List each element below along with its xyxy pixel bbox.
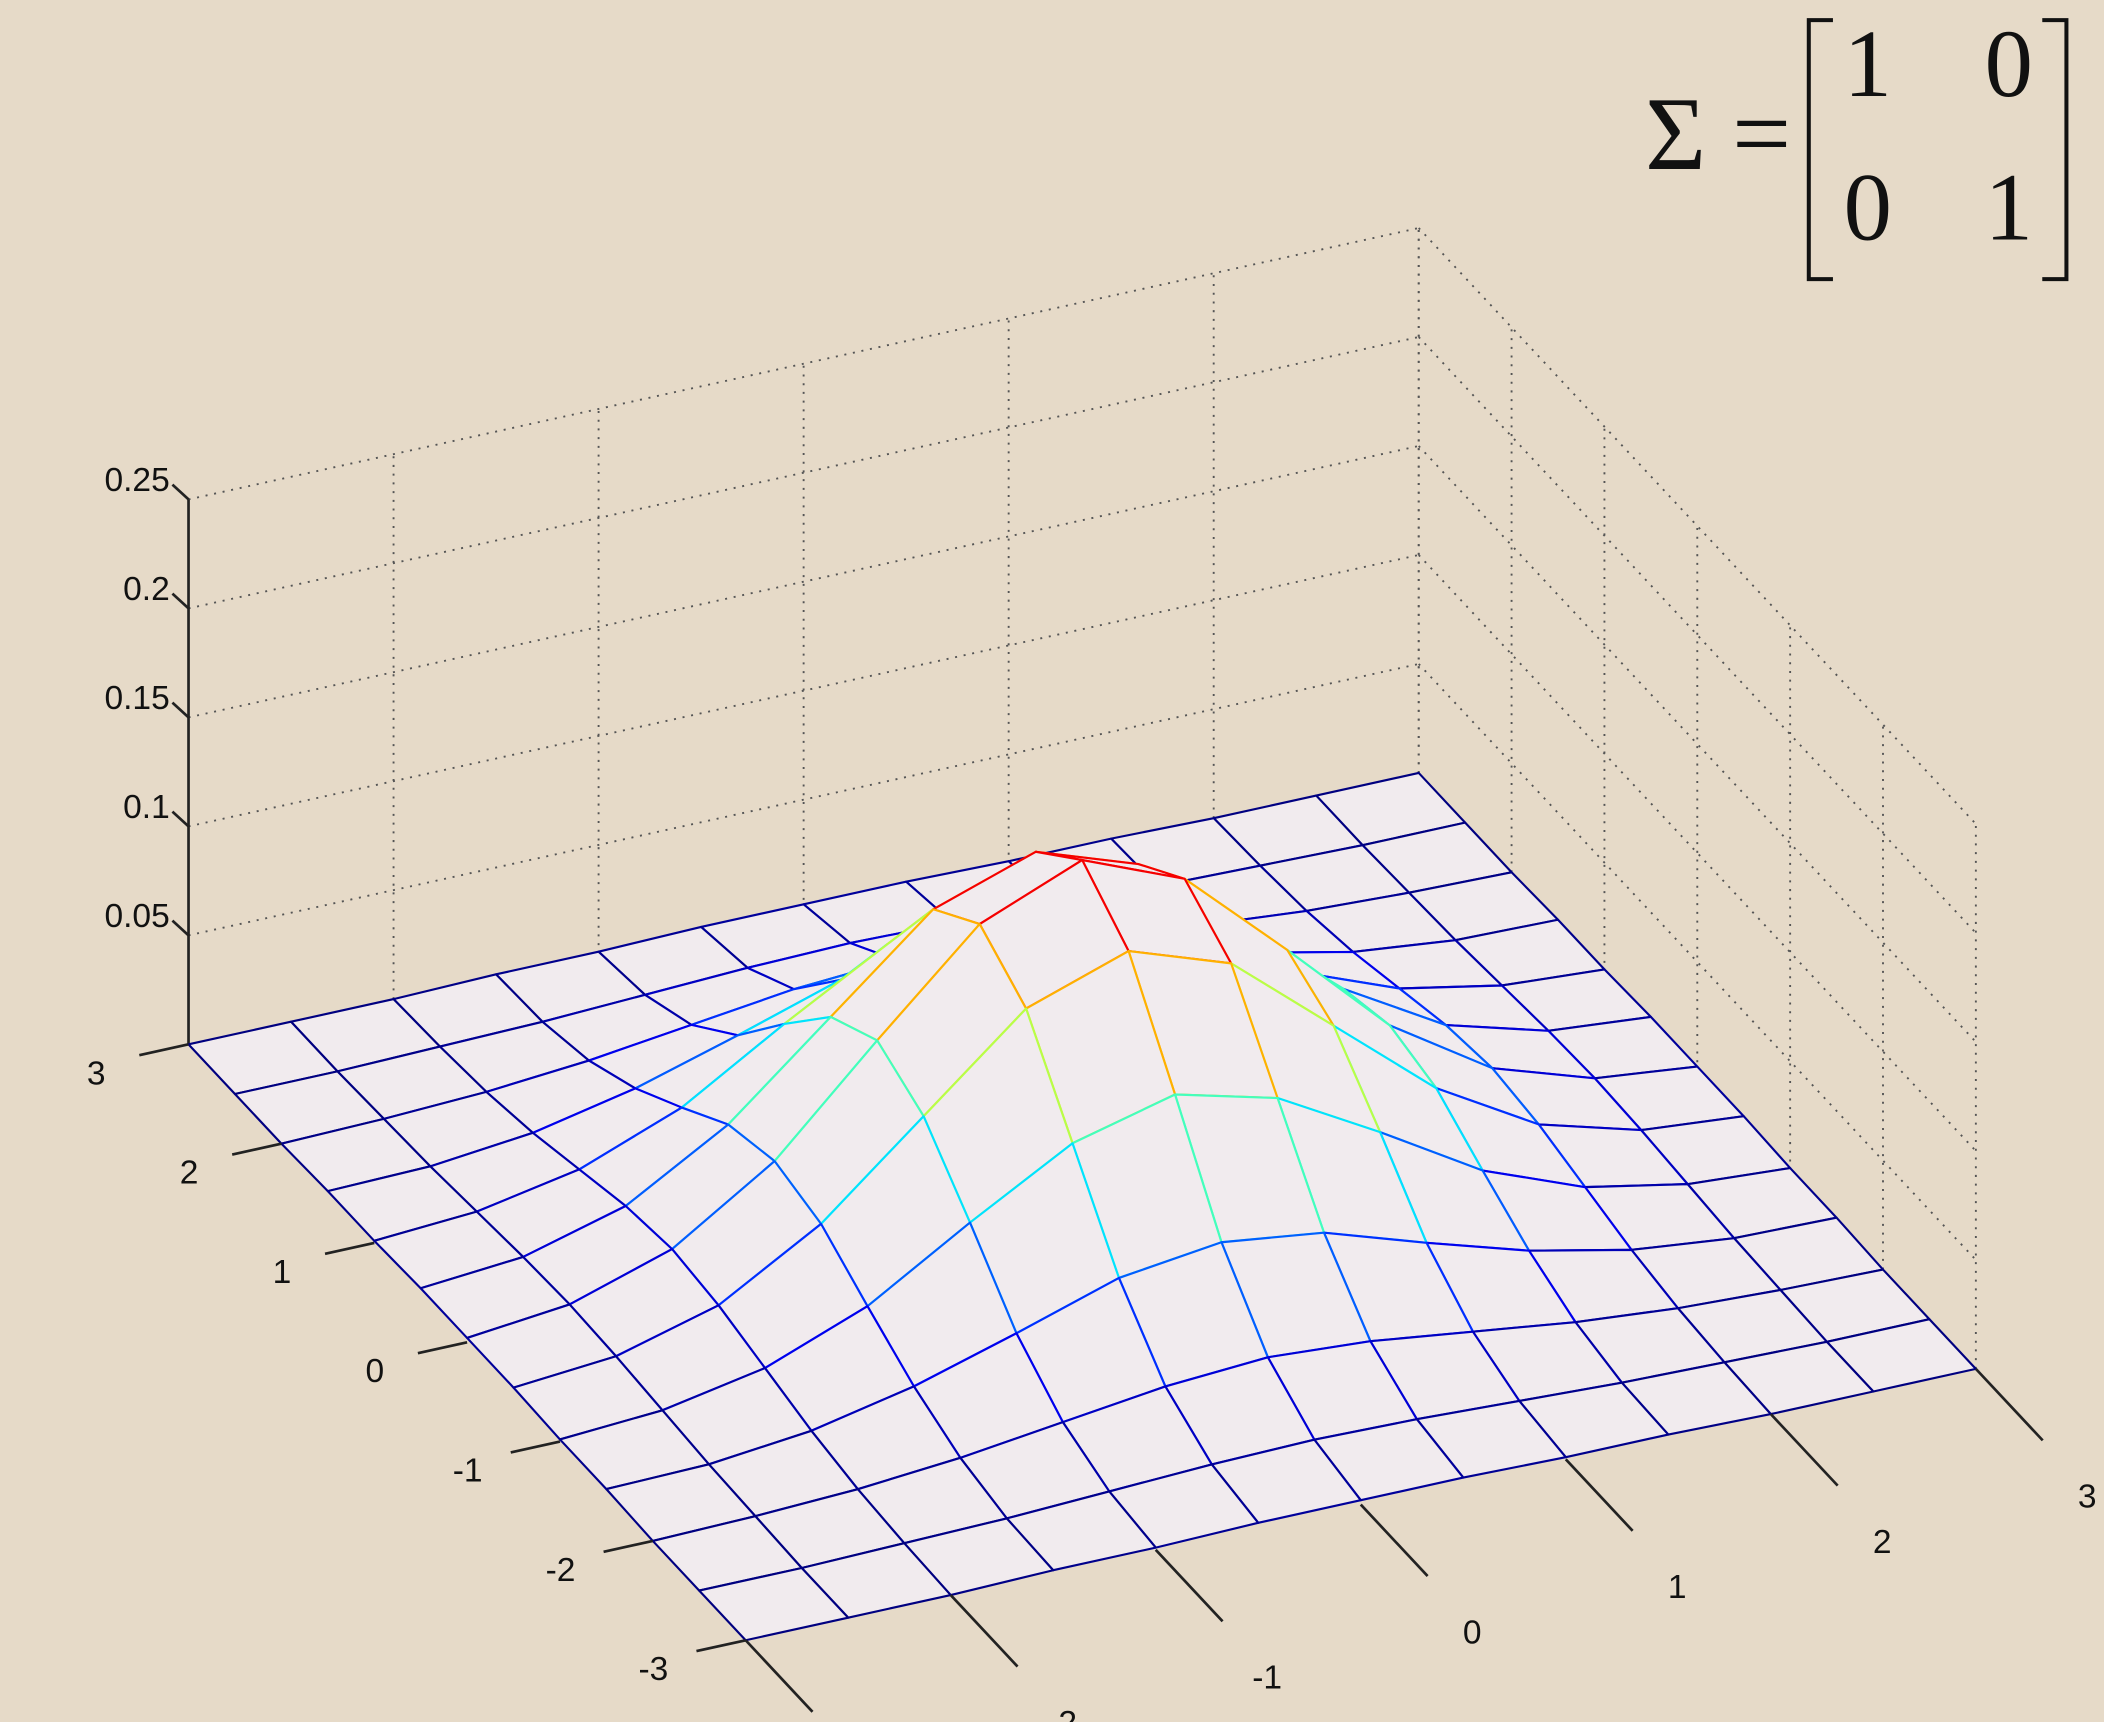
tick-mark [171, 919, 190, 937]
tick-mark [949, 1594, 1019, 1668]
y-tick-label: -3 [638, 1651, 668, 1688]
tick-mark [231, 1142, 282, 1156]
y-tick-label: 3 [87, 1055, 106, 1092]
y-tick-label: -2 [546, 1552, 576, 1589]
tick-mark [603, 1539, 654, 1554]
grid-line [188, 554, 1419, 828]
matrix-entry: 1 [1985, 154, 2033, 261]
surface-cell [698, 1566, 850, 1642]
tick-mark [1359, 1503, 1429, 1577]
bracket-right [2042, 18, 2069, 282]
grid-line [188, 227, 1419, 501]
tick-mark [1564, 1458, 1634, 1532]
tick-mark [696, 1638, 746, 1653]
y-tick-label: 0 [365, 1353, 384, 1390]
grid-line [188, 336, 1419, 610]
y-tick-label: 1 [273, 1254, 292, 1291]
tick-mark [171, 810, 190, 828]
tick-mark [744, 1639, 814, 1713]
matrix-entry: 0 [1844, 154, 1892, 261]
tick-mark [1974, 1367, 2044, 1442]
covariance-annotation: Σ = 1 0 0 1 [1645, 10, 2069, 282]
x-tick-label: 3 [2078, 1479, 2097, 1516]
tick-mark [1154, 1548, 1224, 1623]
x-tick-label: -1 [1252, 1660, 1282, 1697]
y-tick-label: 2 [180, 1155, 199, 1192]
x-tick-label: 0 [1463, 1614, 1482, 1651]
z-tick-label: 0.25 [104, 462, 169, 499]
matrix-entry: 0 [1985, 10, 2033, 117]
matrix-entry: 1 [1844, 10, 1892, 117]
x-tick-label: 2 [1873, 1524, 1892, 1561]
bracket-left [1806, 18, 1833, 282]
z-tick-label: 0.05 [104, 898, 169, 935]
z-tick-label: 0.2 [123, 571, 170, 608]
grid-line [188, 445, 1419, 719]
x-tick-label: -2 [1047, 1705, 1077, 1722]
tick-mark [1769, 1413, 1839, 1487]
z-tick-label: 0.1 [123, 789, 170, 826]
x-tick-label: 1 [1668, 1569, 1687, 1606]
tick-mark [139, 1043, 189, 1057]
tick-mark [171, 483, 190, 501]
grid-line [188, 663, 1419, 937]
tick-mark [324, 1241, 375, 1256]
z-tick-label: 0.15 [104, 680, 169, 717]
sigma-label: Σ = [1645, 76, 1791, 192]
tick-mark [417, 1340, 468, 1355]
y-tick-label: -1 [453, 1453, 483, 1490]
tick-mark [171, 701, 190, 719]
tick-mark [510, 1440, 561, 1454]
tick-mark [171, 592, 190, 610]
